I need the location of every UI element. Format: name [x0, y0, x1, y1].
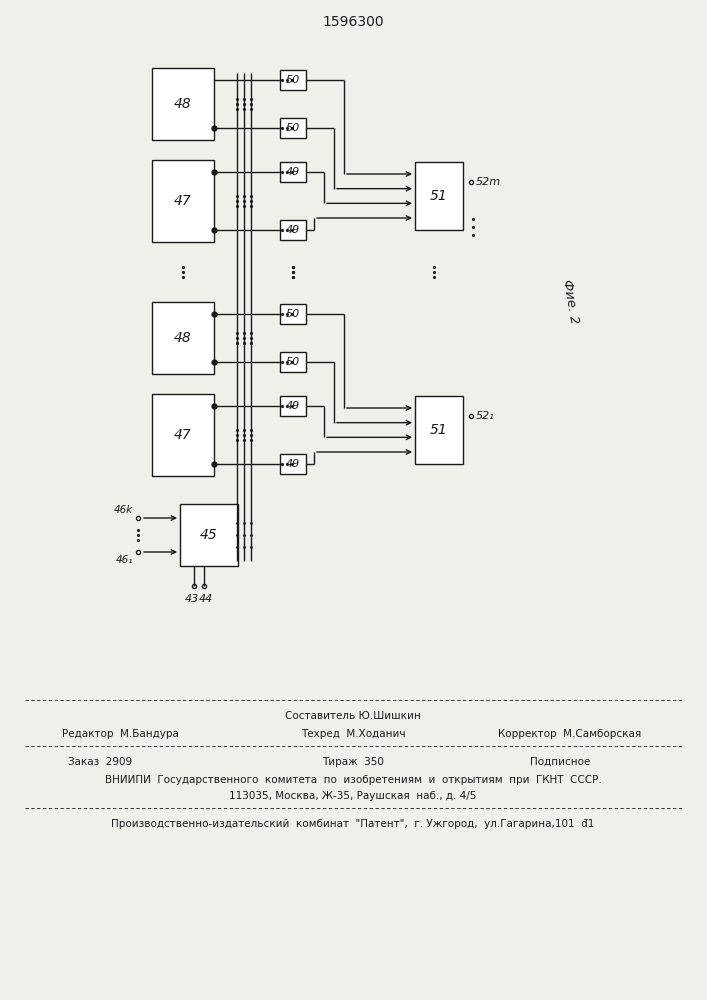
Text: ВНИИПИ  Государственного  комитета  по  изобретениям  и  открытиям  при  ГКНТ  С: ВНИИПИ Государственного комитета по изоб… — [105, 775, 602, 785]
Text: 49: 49 — [286, 167, 300, 177]
Bar — [280, 70, 306, 90]
Bar — [152, 394, 214, 476]
Text: 1596300: 1596300 — [322, 15, 384, 29]
Bar — [280, 220, 306, 240]
Text: 50: 50 — [286, 123, 300, 133]
Text: 43: 43 — [185, 594, 199, 604]
Bar — [280, 162, 306, 182]
Text: 49: 49 — [286, 225, 300, 235]
Text: 46₁: 46₁ — [116, 555, 133, 565]
Text: 51: 51 — [430, 189, 448, 203]
Text: 47: 47 — [174, 428, 192, 442]
Bar — [180, 504, 238, 566]
Text: Корректор  М.Самборская: Корректор М.Самборская — [498, 729, 642, 739]
Text: 51: 51 — [430, 423, 448, 437]
Bar — [280, 304, 306, 324]
Text: 52m: 52m — [476, 177, 501, 187]
Text: 44: 44 — [199, 594, 213, 604]
Bar — [280, 118, 306, 138]
Text: 50: 50 — [286, 309, 300, 319]
Text: Редактор  М.Бандура: Редактор М.Бандура — [62, 729, 178, 739]
Text: 50: 50 — [286, 75, 300, 85]
Text: 52₁: 52₁ — [476, 411, 495, 421]
Text: 49: 49 — [286, 459, 300, 469]
Text: Фие. 2: Фие. 2 — [560, 279, 580, 325]
Text: 48: 48 — [174, 97, 192, 111]
Text: 46k: 46k — [114, 505, 133, 515]
Bar — [415, 396, 463, 464]
Bar — [152, 68, 214, 140]
Text: Техред  М.Ходанич: Техред М.Ходанич — [300, 729, 405, 739]
Text: Тираж  350: Тираж 350 — [322, 757, 384, 767]
Bar — [152, 302, 214, 374]
Text: Составитель Ю.Шишкин: Составитель Ю.Шишкин — [285, 711, 421, 721]
Bar — [152, 160, 214, 242]
Text: 49: 49 — [286, 401, 300, 411]
Text: 47: 47 — [174, 194, 192, 208]
Text: Подписное: Подписное — [530, 757, 590, 767]
Bar — [280, 396, 306, 416]
Text: 113035, Москва, Ж-35, Раушская  наб., д. 4/5: 113035, Москва, Ж-35, Раушская наб., д. … — [229, 791, 477, 801]
Bar — [280, 352, 306, 372]
Text: Заказ  2909: Заказ 2909 — [68, 757, 132, 767]
Text: 45: 45 — [200, 528, 218, 542]
Bar — [415, 162, 463, 230]
Bar — [280, 454, 306, 474]
Text: 50: 50 — [286, 357, 300, 367]
Text: Производственно-издательский  комбинат  "Патент",  г. Ужгород,  ул.Гагарина,101 : Производственно-издательский комбинат "П… — [111, 819, 595, 829]
Text: 48: 48 — [174, 331, 192, 345]
